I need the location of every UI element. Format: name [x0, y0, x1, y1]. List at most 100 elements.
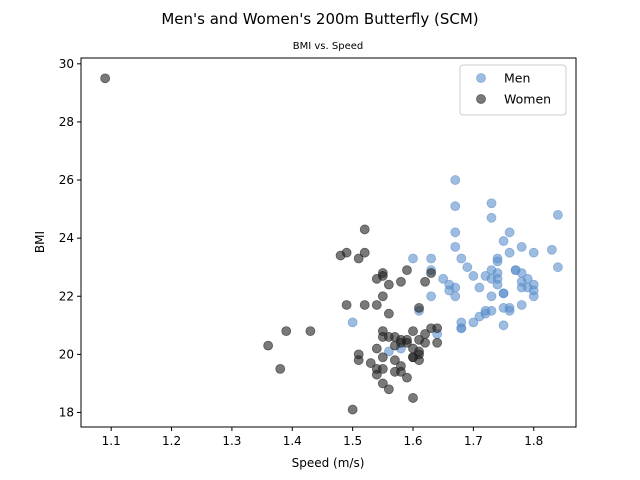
- data-point: [528, 291, 539, 302]
- data-point: [100, 73, 111, 84]
- x-tick-label: 1.8: [524, 434, 543, 448]
- plot-area: [100, 73, 563, 415]
- data-point: [263, 340, 274, 351]
- data-point: [498, 288, 509, 299]
- data-point: [462, 262, 473, 273]
- x-tick-label: 1.7: [464, 434, 483, 448]
- data-point: [383, 279, 394, 290]
- data-point: [353, 253, 364, 264]
- chart-title: Men's and Women's 200m Butterfly (SCM): [161, 10, 478, 28]
- y-axis-label: BMI: [33, 231, 47, 253]
- data-point: [450, 291, 461, 302]
- data-point: [498, 320, 509, 331]
- data-point: [347, 317, 358, 328]
- data-point: [396, 366, 406, 377]
- y-tick-label: 28: [59, 115, 74, 129]
- legend-label: Women: [504, 92, 551, 107]
- x-tick-label: 1.6: [403, 434, 422, 448]
- data-point: [281, 326, 292, 337]
- data-point: [486, 305, 497, 316]
- data-point: [474, 282, 485, 293]
- data-point: [504, 227, 515, 238]
- y-tick-label: 18: [59, 405, 74, 419]
- data-point: [486, 212, 497, 223]
- data-point: [552, 262, 563, 273]
- chart-subtitle: BMI vs. Speed: [293, 41, 363, 52]
- series-women: [100, 73, 443, 415]
- data-point: [492, 279, 503, 290]
- data-point: [396, 276, 406, 287]
- data-point: [371, 343, 382, 354]
- data-point: [377, 363, 388, 374]
- data-point: [377, 291, 388, 302]
- y-tick-label: 26: [59, 173, 74, 187]
- data-point: [450, 175, 461, 185]
- data-point: [516, 300, 527, 310]
- x-tick-label: 1.2: [162, 434, 181, 448]
- data-point: [353, 355, 364, 366]
- data-point: [383, 384, 394, 395]
- data-point: [275, 363, 286, 374]
- data-point: [408, 326, 418, 337]
- x-axis-label: Speed (m/s): [292, 456, 365, 470]
- data-point: [450, 201, 461, 212]
- data-point: [365, 358, 376, 368]
- data-point: [450, 282, 461, 293]
- data-point: [486, 198, 497, 209]
- x-tick-label: 1.4: [283, 434, 302, 448]
- data-point: [516, 241, 527, 252]
- data-point: [408, 253, 418, 264]
- y-tick-label: 30: [59, 57, 74, 71]
- data-point: [402, 337, 412, 348]
- data-point: [305, 326, 316, 337]
- data-point: [504, 247, 515, 258]
- data-point: [359, 300, 370, 310]
- x-tick-label: 1.5: [343, 434, 362, 448]
- legend: Men Women: [459, 64, 567, 116]
- data-point: [486, 291, 497, 302]
- data-point: [383, 346, 394, 357]
- data-point: [426, 268, 437, 278]
- data-point: [414, 349, 424, 360]
- plot-frame: [80, 57, 577, 428]
- y-tick-label: 22: [59, 289, 74, 303]
- data-point: [371, 300, 382, 310]
- x-tick-label: 1.3: [222, 434, 241, 448]
- data-point: [377, 378, 388, 389]
- data-point: [414, 334, 424, 345]
- x-tick-label: 1.1: [102, 434, 121, 448]
- data-point: [468, 271, 479, 281]
- data-point: [432, 323, 443, 334]
- data-point: [377, 271, 388, 281]
- data-point: [504, 305, 515, 316]
- data-point: [341, 300, 352, 310]
- data-point: [546, 244, 557, 255]
- data-point: [432, 337, 443, 348]
- data-point: [426, 253, 437, 264]
- y-tick-label: 20: [59, 347, 74, 361]
- data-point: [450, 241, 461, 252]
- data-point: [414, 302, 424, 313]
- data-point: [468, 317, 479, 328]
- legend-label: Men: [504, 71, 530, 86]
- data-point: [402, 265, 412, 276]
- data-point: [426, 291, 437, 302]
- data-point: [341, 247, 352, 258]
- data-point: [390, 355, 400, 366]
- y-tick-label: 24: [59, 231, 74, 245]
- axes: 1.1 1.2 1.3 1.4 1.5 1.6 1.7 1.8 18 20 22 24 26 28 30: [59, 57, 577, 448]
- legend-marker: [476, 94, 486, 104]
- data-point: [347, 404, 358, 415]
- data-point: [420, 276, 430, 287]
- data-point: [492, 256, 503, 267]
- data-point: [456, 253, 467, 264]
- data-point: [359, 247, 370, 258]
- data-point: [402, 372, 412, 383]
- data-point: [371, 369, 382, 380]
- legend-box: [459, 64, 567, 116]
- data-point: [359, 224, 370, 235]
- data-point: [456, 317, 467, 328]
- data-point: [438, 273, 449, 284]
